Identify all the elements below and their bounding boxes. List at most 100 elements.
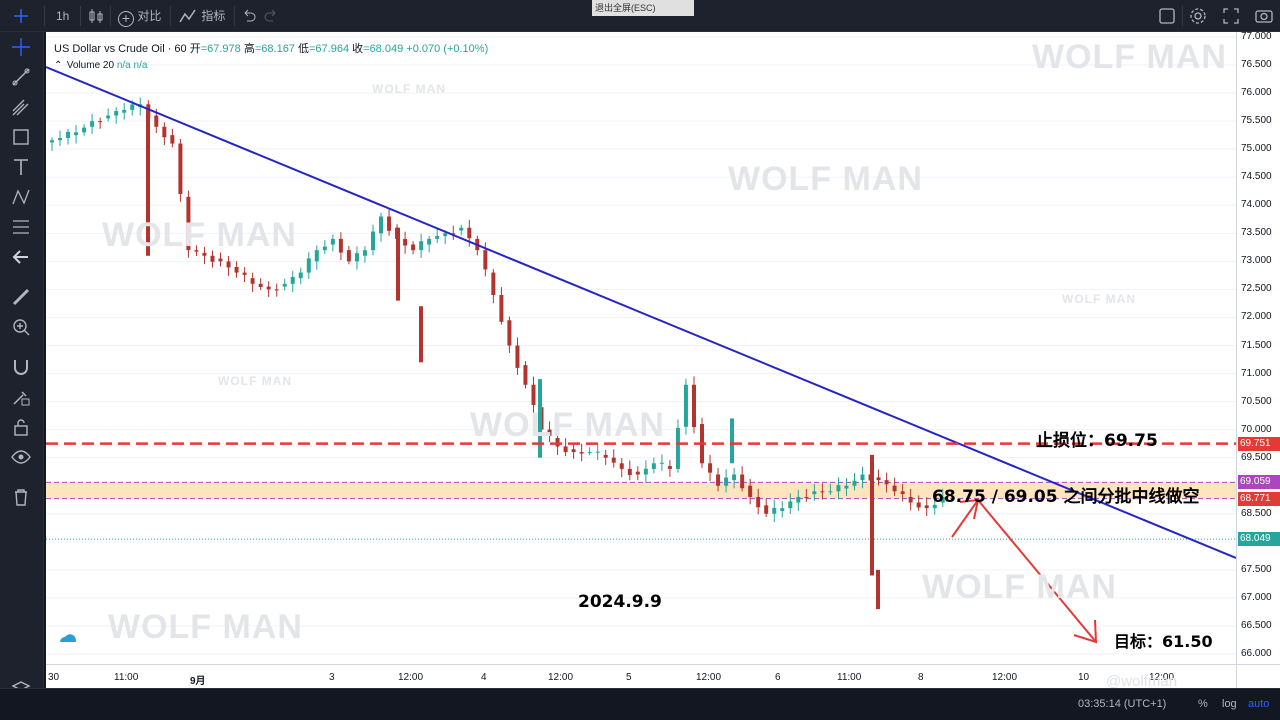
time-tick: 9月 [190, 676, 206, 687]
time-tick: 3 [329, 672, 335, 683]
camera-icon[interactable] [1254, 0, 1274, 32]
candle-body [804, 496, 809, 498]
price-tick: 71.000 [1241, 367, 1272, 379]
price-tick: 75.500 [1241, 115, 1272, 127]
rectangle-icon[interactable] [10, 126, 32, 148]
chart-pane[interactable]: WOLF MAN WOLF MAN WOLF MAN WOLF MAN WOLF… [46, 32, 1236, 664]
social-handle: @wolfman [1106, 673, 1178, 690]
open-label: 开 [189, 43, 201, 55]
candle-body [170, 135, 175, 144]
indicators-button[interactable]: 指标 [178, 0, 225, 32]
crosshair-icon[interactable] [10, 0, 32, 32]
price-tick: 72.500 [1241, 283, 1272, 295]
redo-icon[interactable] [264, 0, 278, 32]
price-chart[interactable] [46, 32, 1236, 664]
price-tick: 73.500 [1241, 227, 1272, 239]
candle-body [916, 502, 921, 508]
zoom-in-icon[interactable] [10, 316, 32, 338]
percent-toggle[interactable]: % [1198, 698, 1208, 710]
candle-body [114, 111, 119, 116]
price-tick: 77.000 [1241, 31, 1272, 42]
price-tick: 70.000 [1241, 423, 1272, 435]
watermark: WOLF MAN [470, 406, 665, 444]
collapse-chevron-icon[interactable]: ⌃ [54, 60, 63, 71]
price-tag: 69.059 [1238, 475, 1280, 490]
symbol-label[interactable]: US Dollar vs Crude Oil · 60 [54, 43, 187, 55]
undo-icon[interactable] [242, 0, 256, 32]
log-toggle[interactable]: log [1222, 698, 1237, 710]
candle-body [202, 252, 207, 256]
back-arrow-icon[interactable] [10, 246, 32, 268]
candle-body [844, 485, 849, 489]
candle-body [828, 491, 833, 493]
trash-icon[interactable] [10, 486, 32, 508]
candle-body [194, 250, 199, 252]
price-tick: 76.500 [1241, 59, 1272, 71]
plus-circle-icon: + [118, 11, 134, 27]
target-label: 目标：61.50 [1114, 632, 1213, 651]
volume-label[interactable]: Volume 20 [66, 60, 115, 71]
candle-body [499, 295, 504, 322]
arrowhead-down [1073, 619, 1098, 644]
watermark: WOLF MAN [922, 568, 1117, 606]
candle-body [555, 438, 560, 447]
pitchfork-icon[interactable] [10, 96, 32, 118]
text-icon[interactable] [10, 156, 32, 178]
fullscreen-icon[interactable] [1222, 0, 1240, 32]
candle-body [627, 468, 632, 476]
tradingview-logo [58, 630, 78, 644]
candle-body [298, 272, 303, 279]
price-tick: 70.500 [1241, 395, 1272, 407]
entry-zone-label: 68.75 / 69.05 之间分批中线做空 [932, 487, 1200, 507]
bottom-bar: 03:35:14 (UTC+1) % log auto @wolfman [0, 673, 1280, 720]
gear-icon[interactable] [1188, 0, 1208, 32]
candle-body [900, 491, 905, 495]
candle-body [146, 109, 150, 256]
candle-body [860, 474, 865, 481]
compare-button[interactable]: + 对比 [118, 0, 161, 32]
candle-body [852, 480, 857, 486]
time-tick: 6 [775, 672, 781, 683]
fib-icon[interactable] [10, 216, 32, 238]
time-tick: 8 [918, 672, 924, 683]
lock-icon[interactable] [10, 416, 32, 438]
candle-body [563, 446, 568, 453]
toolbar-divider [80, 6, 81, 26]
candle-body [603, 454, 608, 458]
price-tick: 68.500 [1241, 507, 1272, 519]
eye-icon[interactable] [10, 446, 32, 468]
price-tick: 74.000 [1241, 199, 1272, 211]
trend-line-icon[interactable] [10, 66, 32, 88]
fullscreen-frame-icon[interactable] [1158, 0, 1176, 32]
candle-body [547, 429, 552, 436]
candle-body [322, 246, 327, 251]
candle-body [796, 496, 801, 503]
price-tick: 76.000 [1241, 87, 1272, 99]
candle-body [218, 258, 223, 262]
candle-body [459, 227, 464, 231]
candle-body [579, 452, 584, 454]
magnet-icon[interactable] [10, 356, 32, 378]
candle-body [876, 569, 880, 610]
interval-button[interactable]: 1h [56, 9, 70, 23]
lock-drawings-icon[interactable] [10, 386, 32, 408]
pattern-icon[interactable] [10, 186, 32, 208]
time-tick: 12:00 [548, 672, 574, 683]
candle-body [122, 109, 127, 113]
exit-fullscreen-tip[interactable]: 退出全屏(ESC) [592, 0, 694, 16]
candle-body [932, 504, 937, 509]
crosshair-cursor-icon[interactable] [10, 36, 32, 58]
price-tick: 73.000 [1241, 255, 1272, 267]
candle-body [595, 451, 600, 453]
price-tick: 69.500 [1241, 451, 1272, 463]
price-axis[interactable]: 77.000 76.500 76.000 75.500 75.000 74.500 74.0… [1236, 31, 1280, 664]
ruler-icon[interactable] [10, 286, 32, 308]
candle-body [667, 466, 672, 469]
change-value: +0.070 (+0.10%) [406, 43, 489, 55]
auto-toggle[interactable]: auto [1248, 698, 1270, 710]
candle-body [50, 140, 54, 143]
clock[interactable]: 03:35:14 (UTC+1) [1078, 698, 1167, 710]
time-axis[interactable]: 30 11:00 9月 3 12:00 4 12:00 5 12:00 6 11:00 8 12:00 1… [46, 664, 1236, 688]
candle-style-icon[interactable] [88, 0, 104, 32]
candle-body [740, 474, 745, 489]
